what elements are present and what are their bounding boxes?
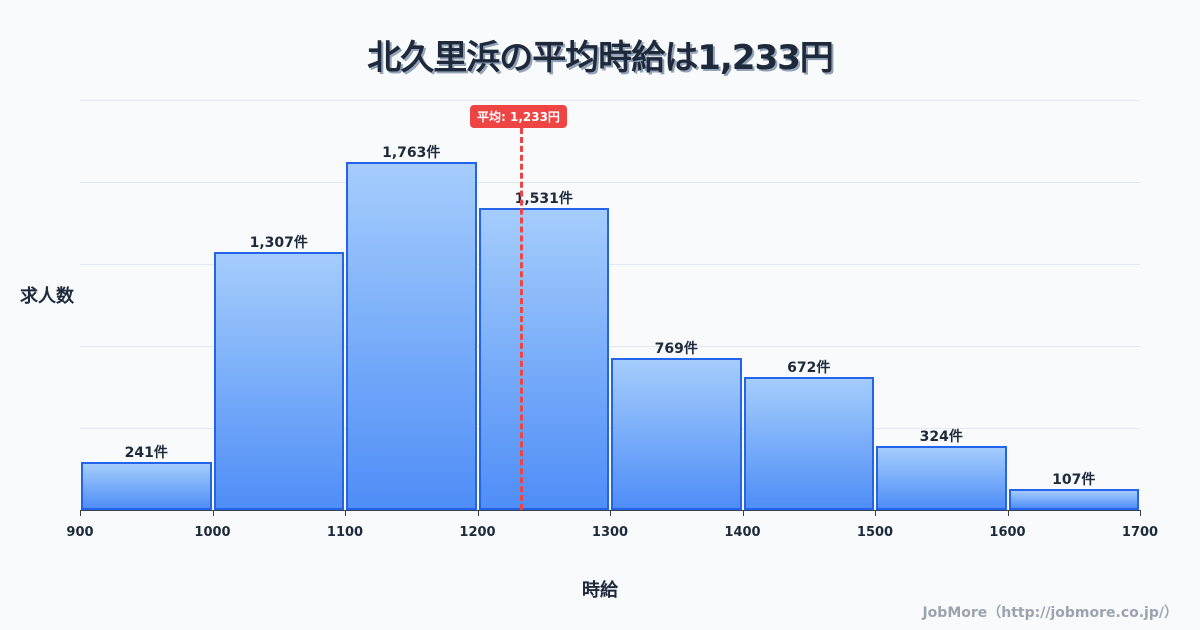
histogram-bar <box>346 161 477 510</box>
gridline <box>80 100 1140 101</box>
x-tick-label: 1200 <box>459 525 496 540</box>
bar-value-label: 107件 <box>1052 471 1096 488</box>
histogram-bar <box>743 377 874 510</box>
x-tick <box>1140 510 1141 516</box>
x-tick-label: 1600 <box>989 525 1026 540</box>
bar-value-label: 769件 <box>654 341 698 358</box>
histogram-bar <box>81 462 212 510</box>
histogram-bar <box>1008 488 1139 510</box>
credit-text: JobMore（http://jobmore.co.jp/） <box>922 605 1178 621</box>
x-tick-label: 1000 <box>194 525 231 540</box>
gridline <box>80 182 1140 183</box>
bar-value-label: 672件 <box>787 360 831 377</box>
chart-title: 北久里浜の平均時給は1,233円 <box>367 38 834 78</box>
x-tick <box>610 510 611 516</box>
y-axis-label: 求人数 <box>20 286 74 307</box>
x-tick <box>212 510 214 516</box>
plot-area: 241件 1,307件 1,763件 1,531件 769件 672件 324件 107件 <box>80 100 1140 510</box>
histogram-bar <box>213 252 344 510</box>
x-tick <box>875 510 876 516</box>
x-tick-label: 1500 <box>856 525 894 540</box>
average-badge: 平均: 1,233円 <box>470 105 567 128</box>
histogram-bar <box>611 358 742 510</box>
bar-value-label: 324件 <box>919 429 963 446</box>
x-tick <box>80 510 81 516</box>
x-tick-label: 1700 <box>1121 525 1159 540</box>
x-tick <box>742 510 744 516</box>
x-tick-label: 900 <box>66 525 94 540</box>
x-tick <box>477 510 479 516</box>
gridline <box>80 346 1140 347</box>
bar-value-label: 1,531件 <box>514 190 573 207</box>
histogram-bar <box>876 446 1007 510</box>
x-tick-label: 1100 <box>326 525 364 540</box>
gridline <box>80 264 1140 265</box>
x-tick <box>345 510 346 516</box>
average-line <box>520 128 523 510</box>
x-tick-label: 1400 <box>724 525 761 540</box>
bar-value-label: 1,307件 <box>249 234 308 251</box>
bar-value-label: 241件 <box>124 445 168 462</box>
histogram-bar <box>478 207 609 510</box>
x-tick-label: 1300 <box>591 525 629 540</box>
gridline <box>80 428 1140 429</box>
x-tick <box>1007 510 1009 516</box>
x-axis-label: 時給 <box>582 580 618 601</box>
bar-value-label: 1,763件 <box>382 144 441 161</box>
